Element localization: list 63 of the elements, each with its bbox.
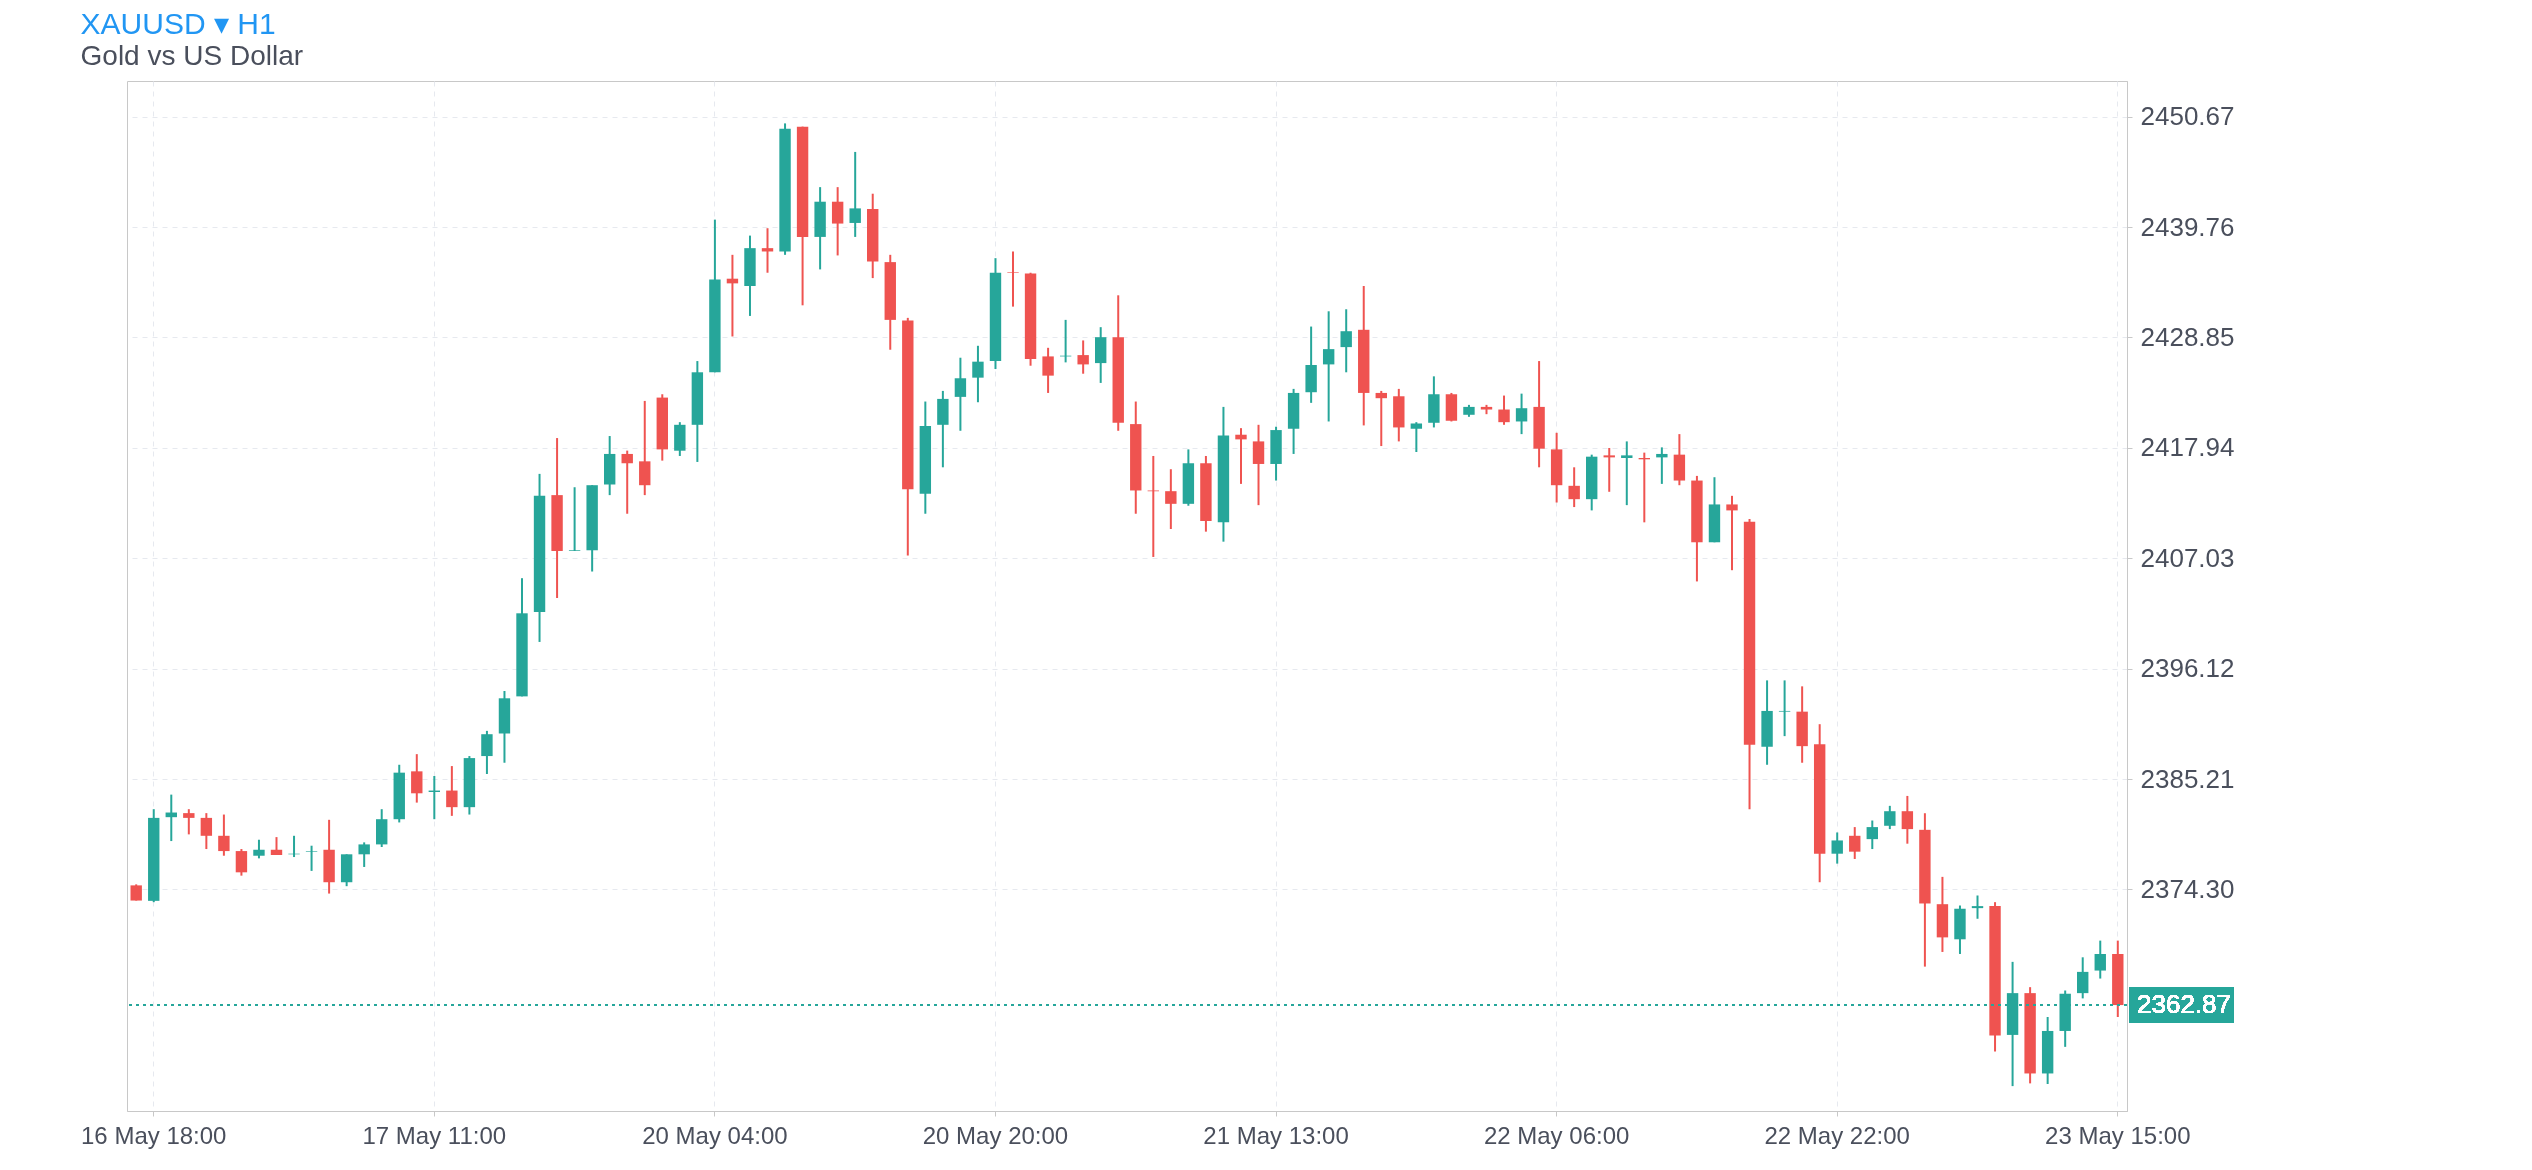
candlestick [1077, 339, 1089, 375]
candlestick [1252, 423, 1265, 507]
candlestick [305, 844, 318, 872]
candlestick [954, 356, 967, 432]
candlestick [849, 150, 861, 238]
candlestick [1884, 804, 1896, 831]
x-tick-label: 21 May 13:00 [1203, 1121, 1349, 1149]
x-tick-label: 20 May 20:00 [922, 1121, 1069, 1149]
candlestick [1322, 310, 1335, 423]
y-tick-label: 2428.85 [2140, 321, 2235, 352]
candlestick [1621, 440, 1633, 507]
candlestick [2094, 939, 2106, 980]
candlestick [1007, 250, 1019, 308]
ref-line-label: 2362.87 [2137, 989, 2231, 1020]
candlestick [235, 848, 248, 877]
candlestick [1147, 454, 1159, 558]
candlestick [200, 812, 213, 851]
chart-title: XAUUSD ▾ H1 [80, 7, 276, 40]
y-tick-label: 2385.21 [2140, 763, 2235, 794]
candlestick [2077, 956, 2089, 1000]
candlestick [972, 344, 984, 404]
candlestick [1866, 819, 1878, 851]
x-tick-label: 20 May 04:00 [642, 1121, 788, 1149]
candlestick [1726, 494, 1738, 572]
candlestick [1340, 308, 1352, 374]
candlestick [1375, 389, 1387, 448]
x-tick-label: 23 May 15:00 [2045, 1121, 2191, 1149]
x-tick-label: 22 May 22:00 [1764, 1121, 1910, 1149]
candlestick [1778, 679, 1791, 738]
candlestick [639, 399, 651, 497]
candlestick [831, 186, 844, 257]
candlestick [481, 729, 493, 775]
candlestick [1656, 446, 1668, 485]
y-tick-label: 2374.30 [2140, 873, 2235, 904]
candlestick [1165, 468, 1177, 531]
candlestick [1831, 831, 1843, 865]
candlestick [1901, 794, 1914, 845]
candlestick [1042, 346, 1054, 394]
chart-subtitle: Gold vs US Dollar [80, 40, 304, 71]
candlestick [218, 813, 230, 857]
candlestick [446, 765, 458, 817]
y-tick-label: 2407.03 [2140, 542, 2235, 573]
candlestick [1849, 826, 1861, 860]
x-tick-label: 22 May 06:00 [1483, 1121, 1630, 1149]
candlestick [358, 841, 370, 868]
candlestick [1235, 427, 1247, 485]
y-tick-label: 2450.67 [2140, 101, 2235, 132]
x-tick-label: 17 May 11:00 [362, 1121, 507, 1149]
candlestick [1603, 446, 1615, 493]
y-tick-label: 2439.76 [2140, 211, 2235, 242]
x-tick-label: 16 May 18:00 [81, 1121, 227, 1149]
candlestick [1498, 394, 1510, 426]
candlestick [621, 449, 633, 515]
y-tick-label: 2417.94 [2140, 432, 2235, 463]
candlestick [1568, 466, 1580, 509]
candlestick [253, 838, 265, 860]
candlestick [1410, 421, 1423, 454]
candlestick [411, 753, 423, 804]
candlestick [1515, 392, 1528, 436]
candlestick [183, 808, 195, 836]
candlestick [1971, 894, 1984, 920]
y-tick-label: 2396.12 [2140, 653, 2235, 684]
candlestick [568, 486, 581, 552]
